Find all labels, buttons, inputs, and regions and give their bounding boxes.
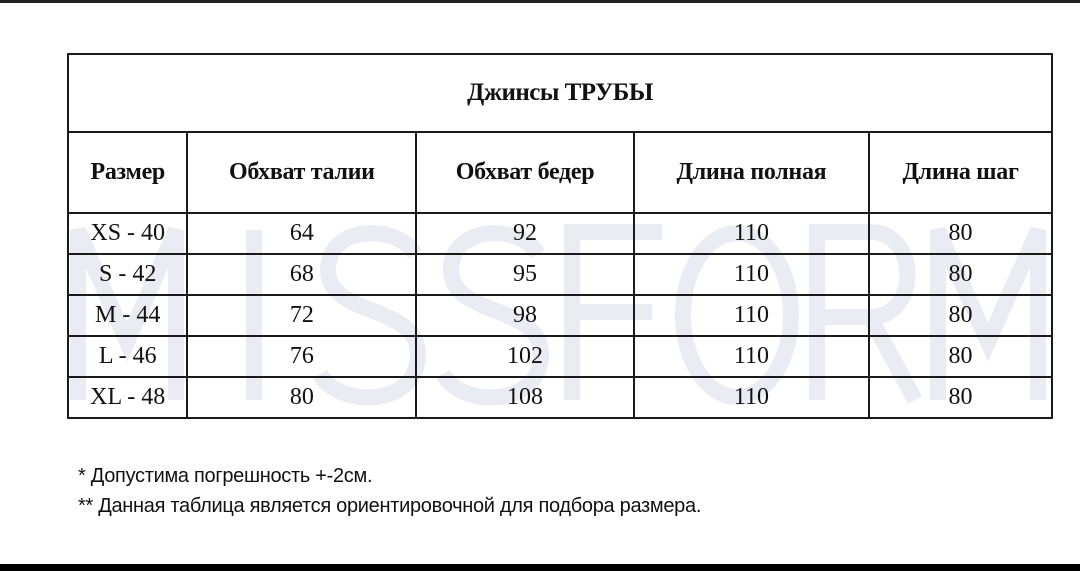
table-cell: 72 — [186, 294, 418, 337]
table-cell: 95 — [415, 253, 635, 296]
column-header: Размер — [66, 131, 189, 214]
table-row: S - 42 68 95 110 80 — [66, 253, 1053, 296]
table-cell: 110 — [632, 335, 871, 378]
table-cell: 80 — [868, 335, 1053, 378]
table-row: M - 44 72 98 110 80 — [66, 294, 1053, 337]
table-row: XS - 40 64 92 110 80 — [66, 212, 1053, 255]
table-cell: S - 42 — [66, 253, 189, 296]
table-cell: 110 — [632, 253, 871, 296]
table-cell: 110 — [632, 376, 871, 419]
column-header: Обхват бедер — [415, 131, 635, 214]
table-row: XL - 48 80 108 110 80 — [66, 376, 1053, 419]
table-title: Джинсы ТРУБЫ — [67, 53, 1053, 133]
table-cell: 102 — [415, 335, 635, 378]
table-cell: XS - 40 — [66, 212, 189, 255]
note-tolerance: * Допустима погрешность +-2см. — [78, 465, 373, 487]
table-cell: 80 — [868, 376, 1053, 419]
table-cell: 110 — [632, 212, 871, 255]
bottom-border — [0, 564, 1080, 571]
table-cell: 80 — [868, 212, 1053, 255]
table-cell: M - 44 — [66, 294, 189, 337]
column-header: Длина полная — [632, 131, 871, 214]
table-cell: 110 — [632, 294, 871, 337]
table-cell: 92 — [415, 212, 635, 255]
table-row: L - 46 76 102 110 80 — [66, 335, 1053, 378]
note-disclaimer: ** Данная таблица является ориентировочн… — [78, 495, 702, 517]
top-border — [0, 0, 1080, 3]
column-header: Обхват талии — [186, 131, 418, 214]
table-cell: 98 — [415, 294, 635, 337]
footnotes: * Допустима погрешность +-2см. ** Данная… — [78, 461, 701, 521]
table-cell: 108 — [415, 376, 635, 419]
header-row: Размер Обхват талии Обхват бедер Длина полн… — [66, 131, 1053, 214]
table-cell: L - 46 — [66, 335, 189, 378]
table-cell: XL - 48 — [66, 376, 189, 419]
table-cell: 76 — [186, 335, 418, 378]
table-cell: 80 — [868, 294, 1053, 337]
table-cell: 68 — [186, 253, 418, 296]
table-cell: 80 — [868, 253, 1053, 296]
table-cell: 64 — [186, 212, 418, 255]
size-chart-table: Джинсы ТРУБЫ Размер Обхват талии Обхват бе… — [66, 53, 1053, 419]
table-cell: 80 — [186, 376, 418, 419]
column-header: Длина шаг — [868, 131, 1053, 214]
